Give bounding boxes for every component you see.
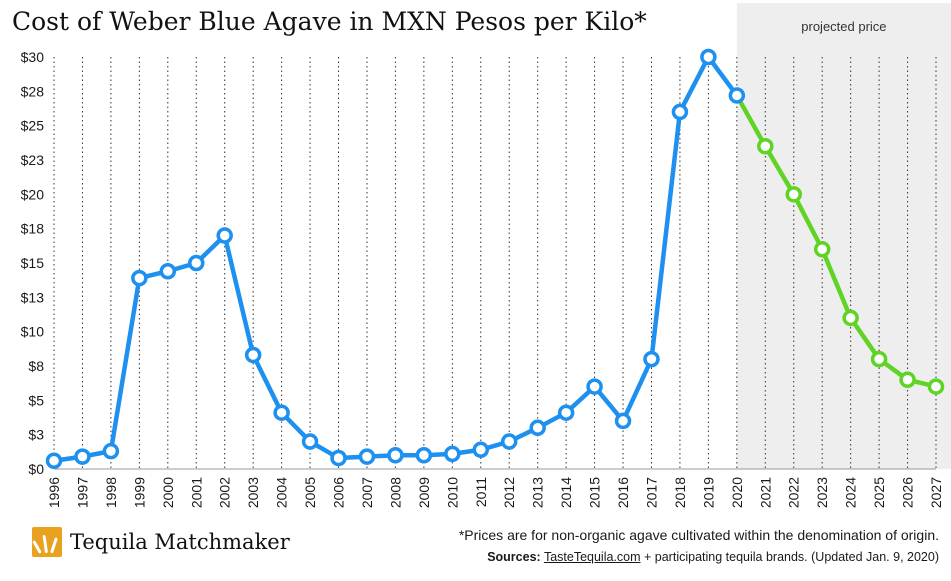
x-tick-label: 2009 (416, 477, 432, 508)
historical-data-point (301, 433, 319, 450)
historical-data-point (273, 404, 290, 421)
x-tick-label: 2001 (188, 477, 204, 508)
projected-data-point (757, 138, 774, 155)
x-tick-label: 2014 (558, 477, 574, 508)
historical-data-point (472, 441, 490, 459)
historical-data-point (330, 449, 347, 467)
sources-link[interactable]: TasteTequila.com (543, 550, 641, 564)
projected-data-point (842, 309, 859, 327)
x-tick-label: 1997 (74, 477, 90, 508)
brand-name: Tequila Matchmaker (70, 530, 290, 554)
projected-data-point (899, 371, 916, 388)
projected-data-point (927, 378, 945, 395)
y-tick-label: $20 (21, 186, 45, 202)
x-tick-label: 2018 (672, 477, 688, 508)
historical-data-point (216, 227, 233, 244)
x-tick-label: 2019 (700, 477, 716, 508)
historical-data-point (643, 350, 660, 368)
y-tick-label: $28 (21, 83, 45, 99)
agave-logo-icon (32, 527, 62, 557)
historical-data-point (358, 448, 376, 465)
historical-data-point (415, 447, 433, 464)
historical-data-point (586, 378, 603, 395)
historical-data-point (444, 445, 461, 463)
x-tick-label: 2006 (331, 477, 347, 508)
x-tick-label: 2027 (928, 477, 944, 508)
x-tick-label: 2024 (843, 477, 859, 508)
sources-line: Sources: TasteTequila.com + participatin… (487, 550, 939, 564)
historical-data-point (614, 412, 632, 430)
historical-data-point (529, 419, 546, 437)
x-axis-ticks: 1996 1997 1998 1999 2000 2001 2002 2003 2004 2005… (46, 477, 944, 508)
sources-label: Sources: (487, 550, 541, 564)
brand: Tequila Matchmaker (32, 527, 290, 557)
projected-region: projected price (736, 3, 951, 469)
projected-band (736, 3, 951, 469)
x-tick-label: 2012 (501, 477, 517, 508)
x-tick-label: 2023 (814, 477, 830, 508)
historical-data-point (102, 442, 120, 460)
x-tick-label: 2007 (359, 477, 375, 508)
y-tick-label: $18 (21, 221, 45, 237)
x-tick-label: 2015 (587, 477, 603, 508)
sources-text: + participating tequila brands. (Updated… (640, 550, 939, 564)
historical-data-point (557, 404, 575, 421)
x-tick-label: 2026 (900, 477, 916, 508)
historical-data-point (74, 448, 91, 465)
x-tick-label: 2021 (757, 477, 773, 508)
historical-data-point (728, 87, 746, 104)
footnote: *Prices are for non-organic agave cultiv… (458, 527, 939, 543)
x-tick-label: 2005 (302, 477, 318, 508)
historical-data-point (244, 346, 262, 364)
y-tick-label: $30 (21, 49, 45, 65)
y-tick-label: $10 (21, 324, 45, 340)
y-tick-label: $13 (21, 289, 45, 305)
projected-data-point (870, 350, 888, 368)
y-tick-label: $0 (28, 461, 44, 477)
historical-data-point (45, 452, 63, 470)
data-points (45, 48, 945, 470)
grid-lines (53, 57, 937, 470)
x-tick-label: 2010 (444, 477, 460, 508)
x-tick-label: 2000 (160, 477, 176, 508)
y-tick-label: $5 (28, 392, 44, 408)
historical-data-point (387, 447, 404, 464)
historical-data-point (671, 103, 689, 121)
x-tick-label: 2002 (217, 477, 233, 508)
x-tick-label: 2022 (786, 477, 802, 508)
x-tick-label: 2013 (530, 477, 546, 508)
y-tick-label: $3 (28, 427, 44, 443)
x-tick-label: 2011 (473, 477, 489, 507)
x-tick-label: 1999 (131, 477, 147, 508)
x-tick-label: 2003 (245, 477, 261, 508)
historical-data-point (188, 254, 205, 272)
y-tick-label: $25 (21, 118, 45, 134)
y-tick-label: $8 (28, 358, 44, 374)
historical-data-point (500, 433, 518, 450)
x-tick-label: 2017 (643, 477, 659, 508)
projected-data-point (785, 186, 802, 203)
y-axis-ticks: $0 $3 $5 $8 $10 $13 $15 $18 $20 $23 $25 $28 $30 (21, 49, 45, 477)
y-tick-label: $15 (21, 255, 45, 271)
projected-label: projected price (801, 19, 886, 34)
chart-title: Cost of Weber Blue Agave in MXN Pesos pe… (12, 7, 647, 36)
x-tick-label: 1998 (103, 477, 119, 508)
x-tick-label: 2008 (387, 477, 403, 508)
x-tick-label: 2020 (729, 477, 745, 508)
x-tick-label: 2016 (615, 477, 631, 508)
historical-data-point (131, 269, 148, 287)
historical-data-point (159, 262, 177, 280)
x-tick-label: 2025 (871, 477, 887, 508)
y-tick-label: $23 (21, 152, 45, 168)
x-tick-label: 1996 (46, 477, 62, 508)
projected-data-point (813, 241, 831, 258)
historical-data-point (700, 48, 717, 66)
x-tick-label: 2004 (274, 477, 290, 508)
